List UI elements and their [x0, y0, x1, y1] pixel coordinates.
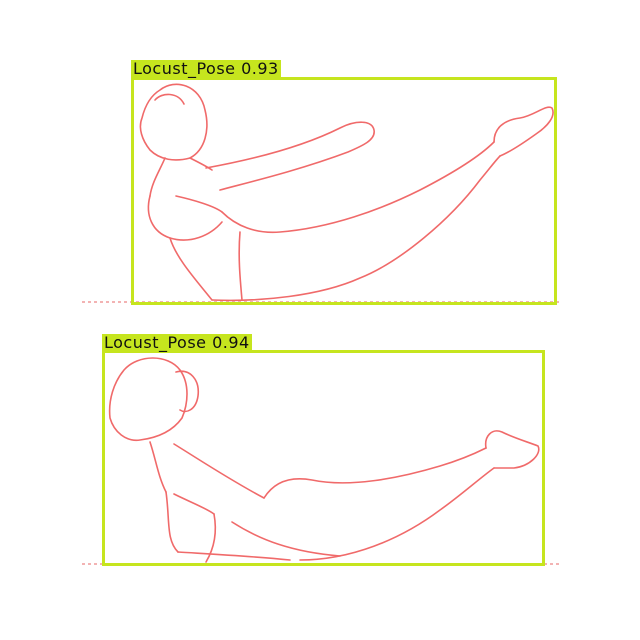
detection-class-2: Locust_Pose: [104, 333, 207, 352]
detection-label-1: Locust_Pose 0.93: [131, 60, 281, 78]
figure-woman-top: [139, 83, 554, 302]
detection-score-2: 0.94: [212, 333, 250, 352]
detection-box-1: [131, 77, 557, 305]
detection-score-1: 0.93: [241, 59, 279, 78]
detection-class-1: Locust_Pose: [133, 59, 236, 78]
figure-woman-bottom: [108, 357, 540, 563]
detection-label-2: Locust_Pose 0.94: [102, 334, 252, 352]
detection-box-2: [102, 350, 545, 566]
